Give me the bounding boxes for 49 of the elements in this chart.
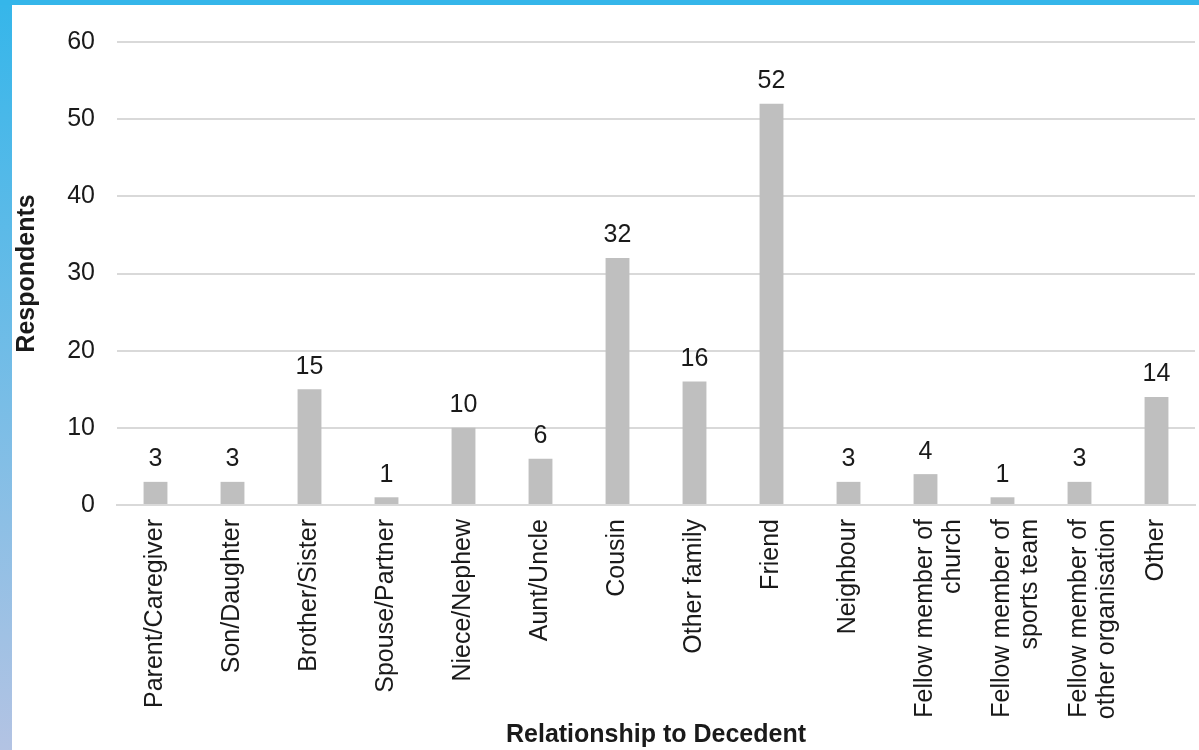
x-tick-label: Other family bbox=[678, 518, 707, 654]
y-tick-label: 40 bbox=[67, 180, 95, 209]
data-label: 1 bbox=[379, 458, 394, 487]
y-axis-title: Respondents bbox=[10, 194, 39, 353]
x-tick-label: Son/Daughter bbox=[216, 519, 245, 674]
bar bbox=[220, 481, 245, 504]
bar bbox=[1067, 481, 1092, 504]
bar bbox=[990, 497, 1015, 504]
bar bbox=[682, 381, 707, 504]
data-label: 3 bbox=[1072, 443, 1087, 472]
bar bbox=[913, 474, 938, 504]
data-label: 14 bbox=[1142, 358, 1171, 387]
bar bbox=[451, 427, 476, 504]
bar bbox=[836, 481, 861, 504]
y-tick-label: 60 bbox=[67, 25, 95, 54]
y-tick-label: 50 bbox=[67, 103, 95, 132]
y-tick-label: 20 bbox=[67, 334, 95, 363]
x-tick-label: Fellow member of church bbox=[909, 518, 965, 718]
data-label: 52 bbox=[757, 65, 786, 94]
x-tick-label: Aunt/Uncle bbox=[524, 519, 553, 642]
data-label: 10 bbox=[449, 389, 478, 418]
x-tick-label: Neighbour bbox=[832, 519, 861, 635]
y-tick-label: 30 bbox=[67, 257, 95, 286]
data-label: 32 bbox=[603, 219, 632, 248]
bar bbox=[374, 497, 399, 504]
y-tick-label: 0 bbox=[81, 488, 95, 517]
bar bbox=[1144, 396, 1169, 504]
x-tick-label: Cousin bbox=[601, 519, 630, 597]
y-tick-label: 10 bbox=[67, 411, 95, 440]
data-label: 4 bbox=[918, 435, 933, 464]
data-label: 3 bbox=[225, 443, 240, 472]
bar bbox=[759, 103, 784, 504]
x-tick-label: Spouse/Partner bbox=[370, 519, 399, 693]
x-tick-label: Brother/Sister bbox=[293, 519, 322, 672]
data-label: 3 bbox=[841, 443, 856, 472]
x-axis-title: Relationship to Decedent bbox=[505, 718, 807, 747]
data-label: 1 bbox=[995, 458, 1010, 487]
data-label: 6 bbox=[533, 420, 548, 449]
x-tick-label: Niece/Nephew bbox=[447, 518, 476, 682]
x-tick-label: Friend bbox=[755, 519, 784, 590]
data-label: 15 bbox=[295, 350, 324, 379]
data-label: 3 bbox=[148, 443, 163, 472]
bar bbox=[143, 481, 168, 504]
x-tick-label: Parent/Caregiver bbox=[139, 519, 168, 708]
data-label: 16 bbox=[680, 342, 709, 371]
bar bbox=[297, 389, 322, 504]
x-tick-label: Other bbox=[1140, 519, 1169, 582]
bar bbox=[528, 458, 553, 504]
bar bbox=[605, 258, 630, 504]
